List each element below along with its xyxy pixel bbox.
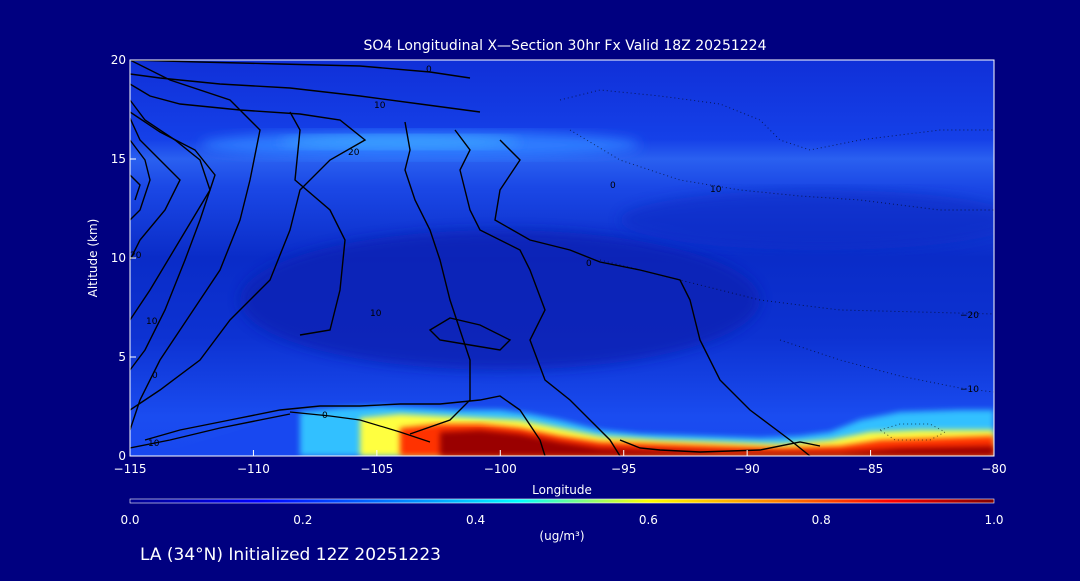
colorbar-tick-label: 0.6 xyxy=(639,513,658,527)
contour-line xyxy=(619,439,821,453)
contour-label: 0 xyxy=(152,371,158,381)
contour-label: −20 xyxy=(960,311,979,321)
contour-line-negative xyxy=(878,423,947,441)
colorbar-tick-label: 0.0 xyxy=(120,513,139,527)
contour-line-negative xyxy=(559,89,994,151)
pollution-layer-core xyxy=(440,430,994,456)
x-axis-label: Longitude xyxy=(532,483,592,497)
x-tick-label: −85 xyxy=(858,462,883,476)
chart-title: SO4 Longitudinal X—Section 30hr Fx Valid… xyxy=(364,38,767,54)
y-axis: 0 5 10 15 20 xyxy=(111,53,136,463)
colorbar-tick-label: 0.4 xyxy=(466,513,485,527)
colorbar-tick-label: 0.2 xyxy=(293,513,312,527)
contour-line xyxy=(494,139,811,456)
contour-label: 0 xyxy=(586,259,592,269)
contour-label: 10 xyxy=(710,185,722,195)
contour-line xyxy=(130,60,471,79)
contour-label: 10 xyxy=(148,439,160,449)
dark-mid-region xyxy=(240,230,760,370)
contour-line xyxy=(130,73,481,113)
contour-line-negative xyxy=(599,259,994,315)
y-tick-label: 0 xyxy=(118,449,126,463)
contour-label: 0 xyxy=(610,181,616,191)
x-axis: −115 −110 −105 −100 −95 −90 −85 −80 xyxy=(114,450,1007,476)
contour-line xyxy=(130,117,181,261)
y-tick-label: 5 xyxy=(118,350,126,364)
contour-label: 20 xyxy=(348,148,360,158)
contour-line xyxy=(404,121,471,435)
contour-label: 10 xyxy=(146,317,158,327)
contour-label: 10 xyxy=(374,101,386,111)
y-axis-label: Altitude (km) xyxy=(86,219,100,298)
y-tick-label: 15 xyxy=(111,152,126,166)
colorbar-units: (ug/m³) xyxy=(539,529,584,543)
contour-line xyxy=(428,317,512,351)
ground-line xyxy=(289,411,431,443)
colorbar-ticks: 0.0 0.2 0.4 0.6 0.8 1.0 xyxy=(120,513,1003,527)
contour-line xyxy=(130,174,141,201)
contour-line-negative xyxy=(569,129,994,211)
contour-line xyxy=(130,60,261,431)
contour-line xyxy=(130,111,216,371)
colorbar-tick-label: 1.0 xyxy=(984,513,1003,527)
plot-area: 0 10 20 10 0 10 0 10 0 10 20 0 −20 −10 xyxy=(130,60,994,456)
dark-upper-right xyxy=(620,190,994,250)
upper-band-core xyxy=(280,135,520,149)
x-tick-label: −105 xyxy=(360,462,393,476)
contour-line xyxy=(454,129,621,456)
x-tick-label: −115 xyxy=(114,462,147,476)
contour-label: 0 xyxy=(322,411,328,421)
contour-line xyxy=(130,99,211,321)
contour-label: −10 xyxy=(960,385,979,395)
contour-label: 20 xyxy=(130,251,142,261)
footer-text: LA (34°N) Initialized 12Z 20251223 xyxy=(140,545,441,565)
contour-line xyxy=(130,413,291,449)
x-tick-label: −80 xyxy=(981,462,1006,476)
colorbar-frame xyxy=(129,498,995,504)
contour-line xyxy=(289,111,346,336)
x-tick-label: −100 xyxy=(484,462,517,476)
contour-line xyxy=(144,395,546,456)
colorbar xyxy=(130,499,994,503)
y-tick-label: 10 xyxy=(111,251,126,265)
contour-label: 10 xyxy=(370,309,382,319)
colorbar-tick-label: 0.8 xyxy=(812,513,831,527)
x-tick-label: −95 xyxy=(611,462,636,476)
y-tick-label: 20 xyxy=(111,53,126,67)
contour-line xyxy=(130,139,151,221)
contour-line xyxy=(130,83,367,411)
contour-label: 0 xyxy=(426,65,432,75)
x-tick-label: −90 xyxy=(734,462,759,476)
x-tick-label: −110 xyxy=(237,462,270,476)
